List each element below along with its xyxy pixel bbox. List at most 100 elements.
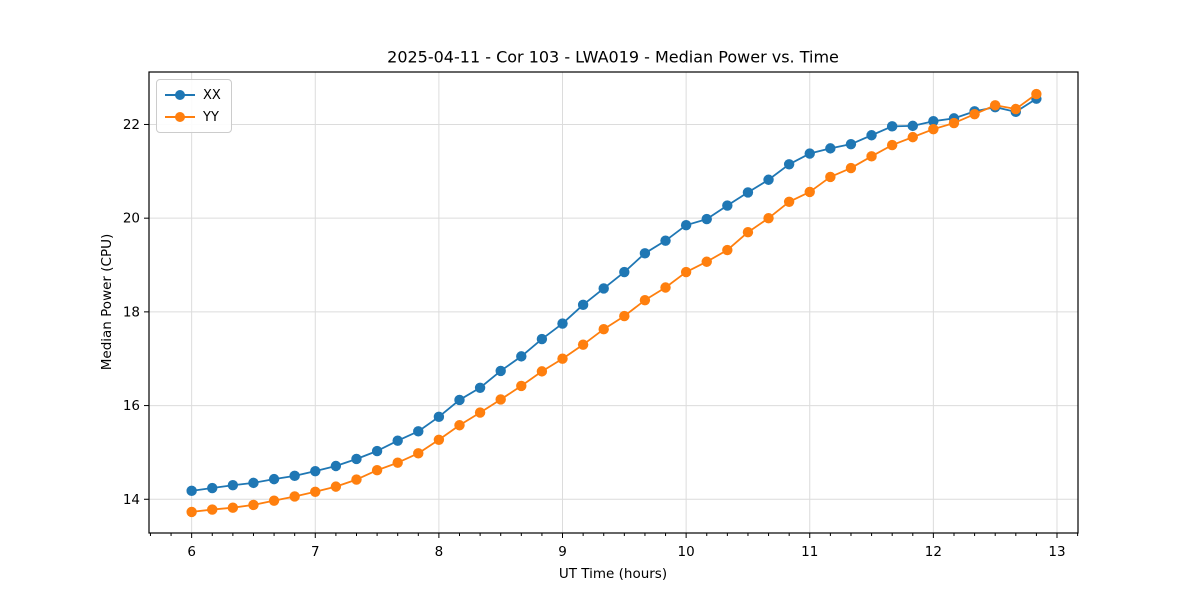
x-tick-label: 9 (558, 544, 567, 560)
data-point-xx (660, 235, 671, 246)
data-point-xx (701, 213, 712, 225)
data-point-xx (310, 465, 321, 477)
data-point-xx (392, 435, 403, 446)
data-point-yy (1031, 88, 1042, 100)
x-tick-label: 6 (187, 544, 196, 560)
data-point-yy (639, 294, 651, 306)
legend-label-xx: XX (203, 87, 221, 103)
legend: XX YY (156, 79, 232, 133)
data-point-xx (722, 200, 733, 211)
y-tick-label: 22 (123, 117, 140, 133)
data-point-yy (207, 504, 218, 515)
data-point-xx (268, 473, 280, 485)
chart-title: 2025-04-11 - Cor 103 - LWA019 - Median P… (387, 47, 839, 67)
series-line-yy (191, 93, 1037, 513)
data-point-xx (680, 219, 692, 231)
data-point-xx (495, 365, 506, 377)
data-point-yy (536, 366, 548, 377)
data-point-xx (516, 351, 527, 362)
data-point-xx (886, 121, 898, 132)
data-point-yy (948, 117, 960, 129)
axes-spines (148, 71, 1079, 534)
data-point-xx (783, 159, 795, 170)
data-point-yy (227, 502, 239, 513)
data-point-yy (845, 162, 857, 174)
data-point-yy (619, 310, 630, 322)
x-tick-label: 12 (925, 544, 942, 560)
data-point-yy (804, 186, 815, 198)
data-point-xx (907, 120, 918, 132)
legend-label-yy: YY (203, 109, 219, 125)
data-point-xx (351, 453, 362, 465)
data-point-xx (330, 460, 342, 472)
data-point-xx (928, 115, 939, 127)
data-point-xx (371, 445, 383, 457)
data-point-xx (825, 143, 836, 154)
data-point-yy (268, 495, 280, 506)
data-point-yy (474, 407, 486, 418)
data-point-xx (248, 477, 259, 489)
data-point-yy (1010, 103, 1021, 115)
x-axis-label: UT Time (hours) (558, 566, 668, 582)
legend-marker-yy (165, 111, 195, 123)
y-tick-label: 20 (123, 211, 140, 227)
data-point-xx (619, 266, 630, 278)
data-point-yy (413, 448, 424, 459)
legend-marker-xx (165, 89, 195, 101)
data-point-yy (433, 434, 445, 445)
legend-item-yy: YY (165, 106, 221, 128)
data-point-yy (783, 196, 795, 207)
x-tick-label: 10 (678, 544, 695, 560)
data-point-xx (207, 482, 218, 494)
x-tick-label: 8 (435, 544, 444, 560)
data-point-yy (701, 256, 712, 267)
x-tick-label: 13 (1048, 544, 1065, 560)
data-point-xx (845, 138, 857, 150)
data-point-yy (289, 491, 300, 502)
data-point-xx (186, 485, 197, 497)
data-point-yy (557, 353, 568, 364)
data-point-yy (866, 151, 877, 162)
data-point-xx (577, 299, 589, 311)
data-point-xx (227, 480, 239, 491)
series-line-xx (191, 97, 1037, 492)
y-axis-label: Median Power (CPU) (99, 233, 115, 371)
data-point-xx (474, 382, 486, 393)
data-point-yy (969, 108, 980, 120)
data-point-xx (742, 187, 754, 198)
data-point-yy (248, 499, 259, 511)
data-point-yy (825, 171, 836, 183)
data-point-yy (742, 227, 754, 238)
data-point-yy (598, 324, 609, 335)
data-point-yy (722, 244, 733, 256)
y-tick-label: 16 (123, 398, 140, 414)
data-point-xx (557, 318, 568, 329)
data-point-yy (516, 380, 527, 392)
data-point-yy (392, 457, 403, 468)
data-point-yy (989, 100, 1001, 111)
data-point-yy (577, 339, 589, 350)
data-point-xx (454, 394, 465, 406)
data-point-yy (680, 266, 692, 278)
data-point-xx (866, 130, 877, 141)
legend-item-xx: XX (165, 84, 221, 106)
data-point-yy (330, 481, 342, 492)
data-point-xx (433, 411, 445, 423)
data-point-xx (289, 470, 300, 482)
x-tick-label: 7 (311, 544, 320, 560)
data-point-yy (351, 474, 362, 485)
data-point-xx (763, 174, 774, 185)
y-tick-label: 14 (123, 492, 140, 508)
y-tick-label: 18 (123, 304, 140, 320)
data-point-yy (371, 465, 383, 476)
data-point-yy (886, 139, 898, 151)
data-point-yy (928, 123, 939, 135)
data-point-yy (495, 394, 506, 405)
data-point-yy (310, 486, 321, 497)
data-point-yy (907, 131, 918, 143)
data-point-yy (763, 212, 774, 224)
data-point-yy (660, 282, 671, 293)
data-point-yy (454, 420, 465, 431)
